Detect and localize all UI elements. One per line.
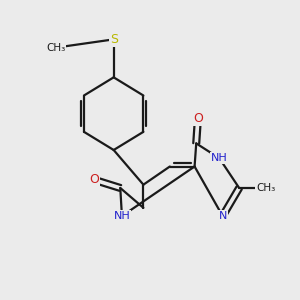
Text: O: O [193,112,203,125]
Text: CH₃: CH₃ [256,183,275,193]
Text: O: O [89,173,99,186]
Text: NH: NH [114,211,130,221]
Text: N: N [218,211,227,221]
Text: CH₃: CH₃ [46,43,65,52]
Text: NH: NH [211,153,228,163]
Text: S: S [110,33,118,46]
